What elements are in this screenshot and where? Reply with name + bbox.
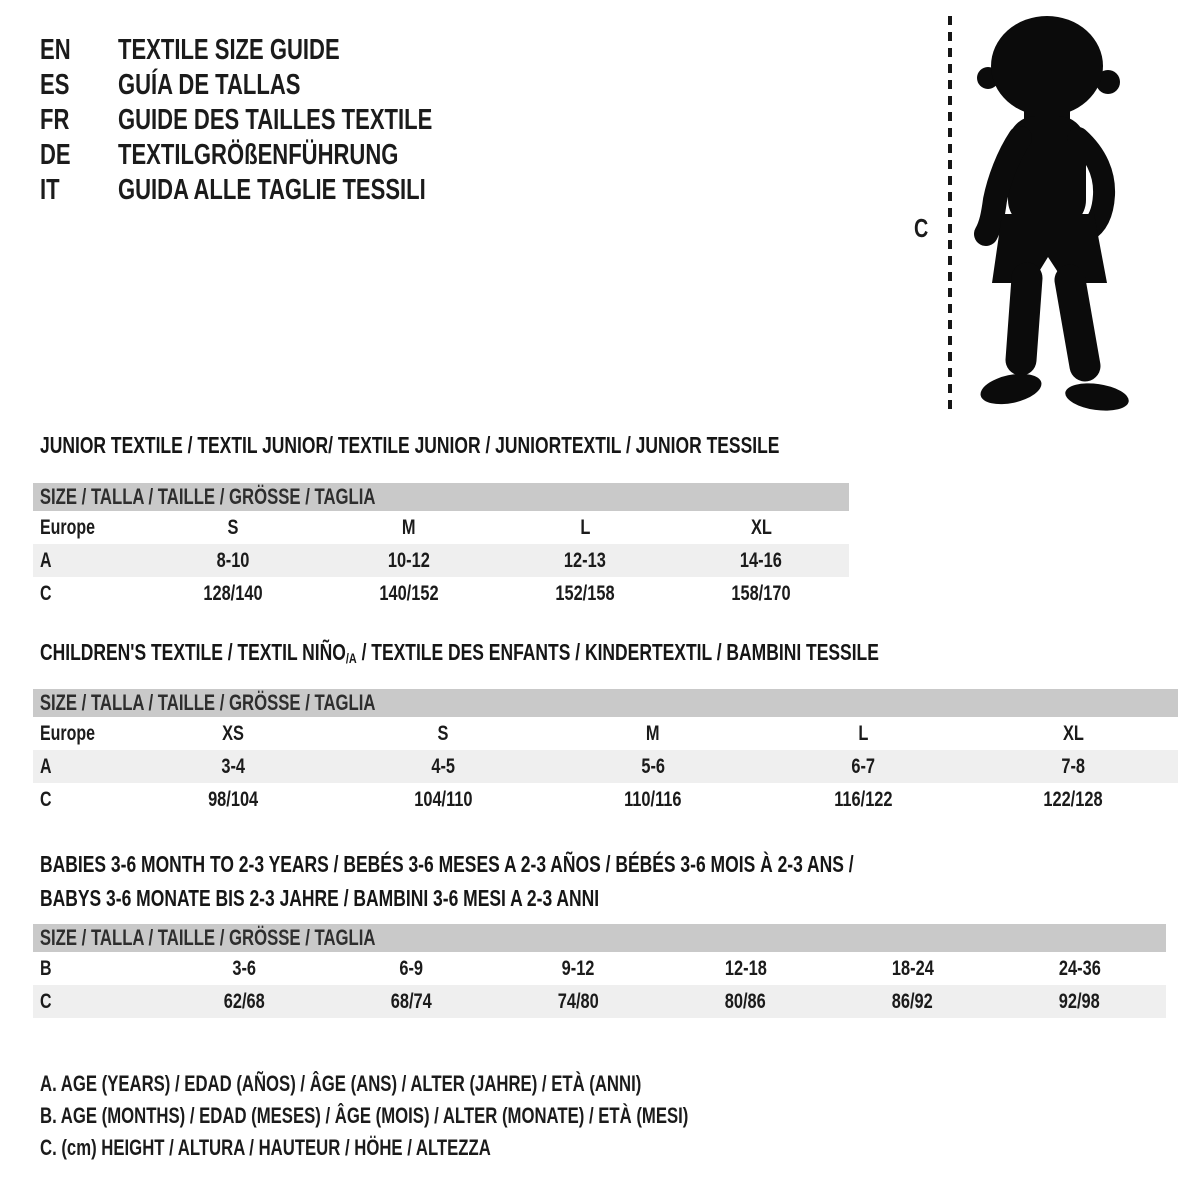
row-label-c: C (40, 989, 52, 1013)
guide-title-it: GUIDA ALLE TAGLIE TESSILI (118, 174, 426, 206)
size-header-band: SIZE / TALLA / TAILLE / GRÖSSE / TAGLIA (33, 924, 1166, 952)
age-cell: 12-13 (564, 548, 606, 572)
row-label-c: C (40, 787, 52, 811)
baby-silhouette-icon (974, 16, 1129, 411)
height-cell: 140/152 (379, 581, 439, 605)
table-row: Europe S M L XL (33, 511, 849, 544)
children-table-section: CHILDREN'S TEXTILE / TEXTIL NIÑO/A / TEX… (33, 639, 1178, 816)
size-header-label: SIZE / TALLA / TAILLE / GRÖSSE / TAGLIA (39, 925, 376, 950)
size-cell: XL (750, 515, 772, 539)
size-cell: L (857, 721, 868, 745)
age-months-cell: 6-9 (399, 956, 424, 980)
table-row: C 98/104 104/110 110/116 116/122 122/128 (33, 783, 1178, 816)
age-cell: 8-10 (216, 548, 250, 572)
measurement-legend: A. AGE (YEARS) / EDAD (AÑOS) / ÂGE (ANS)… (40, 1068, 893, 1164)
size-cell: XL (1062, 721, 1084, 745)
language-code: ES (40, 69, 70, 101)
height-cell: 122/128 (1043, 787, 1103, 811)
height-cell: 62/68 (224, 989, 265, 1013)
babies-table-title-line1: BABIES 3-6 MONTH TO 2-3 YEARS / BEBÉS 3-… (40, 851, 854, 877)
size-header-label: SIZE / TALLA / TAILLE / GRÖSSE / TAGLIA (39, 484, 376, 509)
age-months-cell: 3-6 (232, 956, 257, 980)
height-cell: 86/92 (892, 989, 933, 1013)
language-code: IT (40, 174, 60, 206)
language-row-fr: FR GUIDE DES TAILLES TEXTILE (40, 103, 532, 138)
age-months-cell: 24-36 (1058, 956, 1101, 980)
table-row: C 62/68 68/74 74/80 80/86 86/92 92/98 (33, 985, 1166, 1018)
height-cell: 92/98 (1059, 989, 1100, 1013)
size-cell: S (227, 515, 239, 539)
age-months-cell: 18-24 (891, 956, 934, 980)
height-cell: 128/140 (203, 581, 263, 605)
language-list: EN TEXTILE SIZE GUIDE ES GUÍA DE TALLAS … (40, 33, 532, 208)
age-cell: 10-12 (388, 548, 430, 572)
row-label-a: A (40, 754, 52, 778)
age-months-cell: 12-18 (724, 956, 767, 980)
nino-a-subscript: /A (345, 651, 357, 668)
table-row: B 3-6 6-9 9-12 12-18 18-24 24-36 (33, 952, 1166, 985)
age-cell: 5-6 (641, 754, 665, 778)
age-cell: 4-5 (431, 754, 455, 778)
babies-table-section: BABIES 3-6 MONTH TO 2-3 YEARS / BEBÉS 3-… (33, 847, 1166, 1018)
language-code: DE (40, 139, 71, 171)
height-cell: 110/116 (624, 787, 682, 811)
table-row: C 128/140 140/152 152/158 158/170 (33, 577, 849, 610)
babies-table-title-line2: BABYS 3-6 MONATE BIS 2-3 JAHRE / BAMBINI… (40, 885, 600, 911)
row-label-europe: Europe (40, 515, 95, 539)
legend-line-a: A. AGE (YEARS) / EDAD (AÑOS) / ÂGE (ANS)… (40, 1071, 642, 1096)
size-header-band: SIZE / TALLA / TAILLE / GRÖSSE / TAGLIA (33, 483, 849, 511)
age-cell: 7-8 (1061, 754, 1085, 778)
height-cell: 80/86 (725, 989, 766, 1013)
height-cell: 158/170 (731, 581, 791, 605)
age-cell: 6-7 (851, 754, 875, 778)
height-measure-label: C (914, 213, 929, 243)
height-cell: 68/74 (391, 989, 432, 1013)
table-row: Europe XS S M L XL (33, 717, 1178, 750)
junior-table-section: JUNIOR TEXTILE / TEXTIL JUNIOR/ TEXTILE … (33, 432, 849, 610)
age-months-cell: 9-12 (562, 956, 595, 980)
size-cell: S (437, 721, 449, 745)
size-cell: L (579, 515, 590, 539)
height-cell: 98/104 (207, 787, 259, 811)
row-label-b: B (40, 956, 52, 980)
height-cell: 116/122 (833, 787, 893, 811)
language-row-es: ES GUÍA DE TALLAS (40, 68, 532, 103)
junior-table-title: JUNIOR TEXTILE / TEXTIL JUNIOR/ TEXTILE … (40, 432, 780, 458)
age-cell: 14-16 (740, 548, 782, 572)
size-cell: XS (222, 721, 244, 745)
size-cell: M (646, 721, 660, 745)
language-row-de: DE TEXTILGRÖßENFÜHRUNG (40, 138, 532, 173)
guide-title-de: TEXTILGRÖßENFÜHRUNG (118, 139, 399, 171)
children-table-title: CHILDREN'S TEXTILE / TEXTIL NIÑO/A / TEX… (40, 639, 879, 668)
table-row: A 8-10 10-12 12-13 14-16 (33, 544, 849, 577)
guide-title-en: TEXTILE SIZE GUIDE (118, 34, 340, 66)
age-cell: 3-4 (221, 754, 245, 778)
row-label-europe: Europe (40, 721, 95, 745)
height-cell: 152/158 (555, 581, 615, 605)
height-cell: 104/110 (413, 787, 473, 811)
guide-title-fr: GUIDE DES TAILLES TEXTILE (118, 104, 433, 136)
language-row-it: IT GUIDA ALLE TAGLIE TESSILI (40, 173, 532, 208)
row-label-c: C (40, 581, 52, 605)
guide-title-es: GUÍA DE TALLAS (118, 69, 301, 101)
size-header-label: SIZE / TALLA / TAILLE / GRÖSSE / TAGLIA (39, 690, 376, 715)
language-code: FR (40, 104, 70, 136)
height-measure-dashed-line (948, 16, 952, 416)
table-row: A 3-4 4-5 5-6 6-7 7-8 (33, 750, 1178, 783)
language-code: EN (40, 34, 71, 66)
size-header-band: SIZE / TALLA / TAILLE / GRÖSSE / TAGLIA (33, 689, 1178, 717)
language-row-en: EN TEXTILE SIZE GUIDE (40, 33, 532, 68)
row-label-a: A (40, 548, 52, 572)
height-cell: 74/80 (558, 989, 599, 1013)
legend-line-c: C. (cm) HEIGHT / ALTURA / HAUTEUR / HÖHE… (40, 1135, 491, 1160)
legend-line-b: B. AGE (MONTHS) / EDAD (MESES) / ÂGE (MO… (40, 1103, 689, 1128)
size-cell: M (402, 515, 416, 539)
